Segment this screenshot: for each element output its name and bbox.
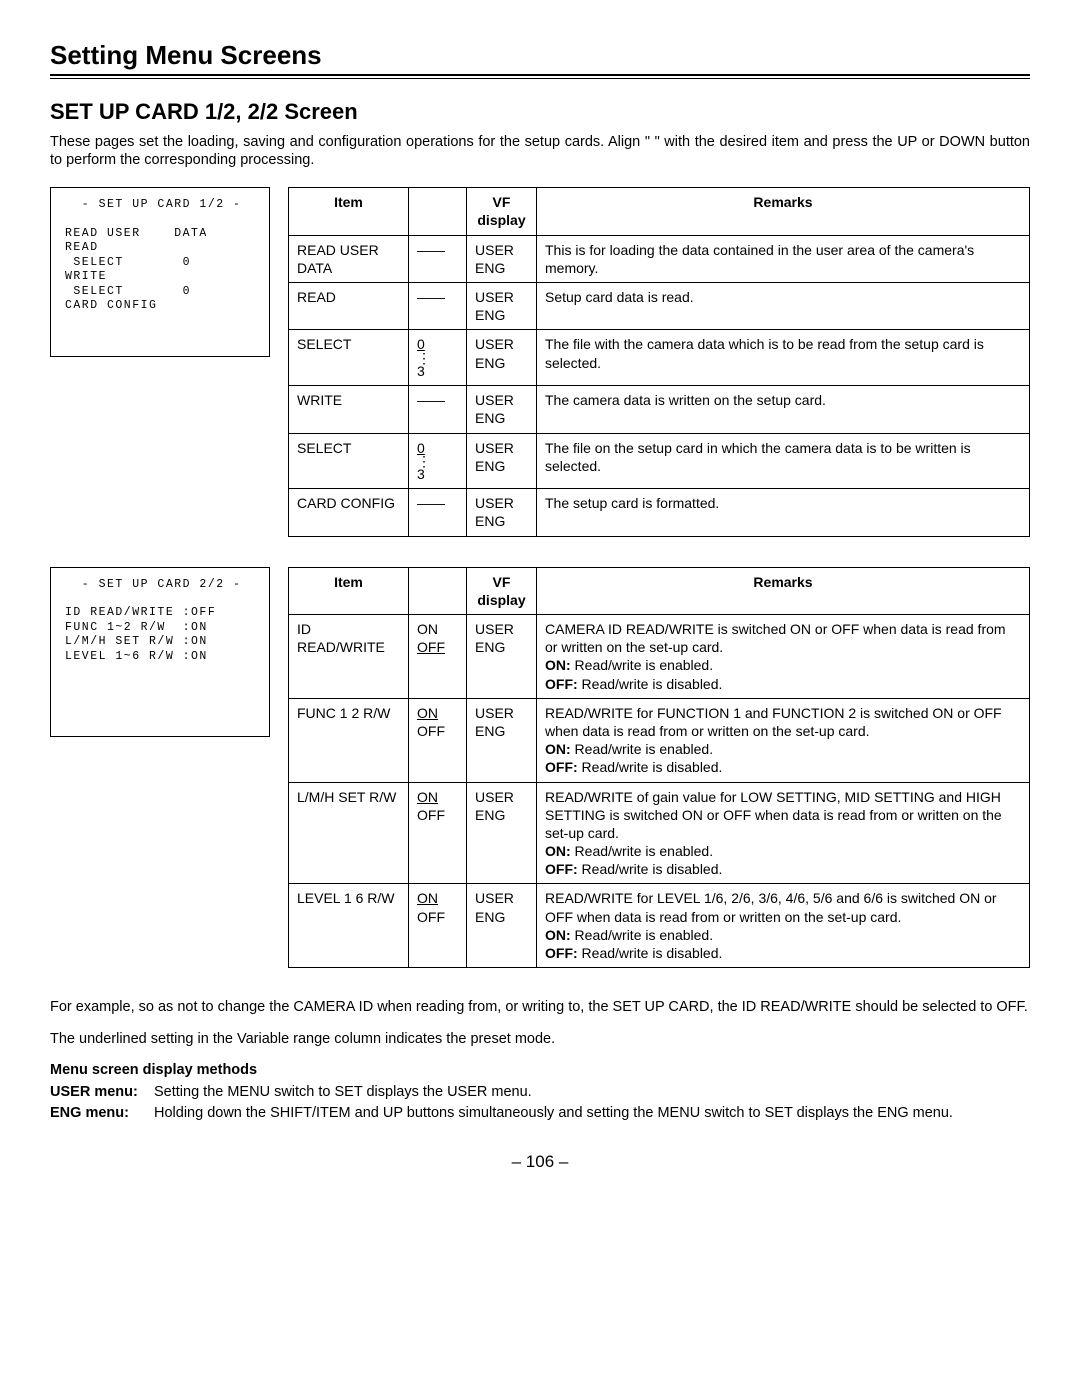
page-number: – 106 – [50, 1152, 1030, 1172]
table-row: LEVEL 1 6 R/WONOFFUSERENGREAD/WRITE for … [289, 884, 1030, 968]
main-title: Setting Menu Screens [50, 40, 1030, 71]
table-row: FUNC 1 2 R/WONOFFUSERENGREAD/WRITE for F… [289, 698, 1030, 782]
footer-notes: For example, so as not to change the CAM… [50, 998, 1030, 1124]
cell-remarks: The file with the camera data which is t… [537, 330, 1030, 386]
table-row: CARD CONFIG——USERENGThe setup card is fo… [289, 489, 1030, 536]
table-row: SELECT0⋮3USERENGThe file with the camera… [289, 330, 1030, 386]
cell-vf-display: USERENG [467, 235, 537, 282]
cell-vf-display: USERENG [467, 884, 537, 968]
cell-variable: 0⋮3 [409, 433, 467, 489]
cell-vf-display: USERENG [467, 782, 537, 884]
cell-item: L/M/H SET R/W [289, 782, 409, 884]
cell-vf-display: USERENG [467, 489, 537, 536]
cell-variable: ONOFF [409, 884, 467, 968]
th-var [409, 567, 467, 614]
th-vf: VF display [467, 567, 537, 614]
th-vf: VF display [467, 188, 537, 235]
th-item: Item [289, 188, 409, 235]
cell-item: SELECT [289, 433, 409, 489]
cell-variable: 0⋮3 [409, 330, 467, 386]
cell-vf-display: USERENG [467, 283, 537, 330]
cell-variable: —— [409, 283, 467, 330]
cell-remarks: READ/WRITE of gain value for LOW SETTING… [537, 782, 1030, 884]
cell-variable: ONOFF [409, 782, 467, 884]
cell-remarks: READ/WRITE for FUNCTION 1 and FUNCTION 2… [537, 698, 1030, 782]
eng-menu-label: ENG menu: [50, 1104, 154, 1124]
table-2: Item VF display Remarks ID READ/WRITEONO… [288, 567, 1030, 969]
cell-item: LEVEL 1 6 R/W [289, 884, 409, 968]
menu-methods-title: Menu screen display methods [50, 1061, 1030, 1081]
th-remarks: Remarks [537, 188, 1030, 235]
cell-item: READ USER DATA [289, 235, 409, 282]
cell-variable: ONOFF [409, 698, 467, 782]
cell-item: FUNC 1 2 R/W [289, 698, 409, 782]
cell-vf-display: USERENG [467, 433, 537, 489]
th-remarks: Remarks [537, 567, 1030, 614]
cell-remarks: READ/WRITE for LEVEL 1/6, 2/6, 3/6, 4/6,… [537, 884, 1030, 968]
table-row: READ USER DATA——USERENGThis is for loadi… [289, 235, 1030, 282]
cell-item: CARD CONFIG [289, 489, 409, 536]
user-menu-text: Setting the MENU switch to SET displays … [154, 1083, 1030, 1103]
eng-menu-text: Holding down the SHIFT/ITEM and UP butto… [154, 1104, 1030, 1124]
table-row: SELECT0⋮3USERENGThe file on the setup ca… [289, 433, 1030, 489]
cell-vf-display: USERENG [467, 386, 537, 433]
cell-item: READ [289, 283, 409, 330]
title-underline [50, 74, 1030, 79]
th-item: Item [289, 567, 409, 614]
th-var [409, 188, 467, 235]
sub-title: SET UP CARD 1/2, 2/2 Screen [50, 99, 1030, 125]
cell-item: WRITE [289, 386, 409, 433]
cell-remarks: Setup card data is read. [537, 283, 1030, 330]
cell-variable: —— [409, 489, 467, 536]
cell-remarks: The camera data is written on the setup … [537, 386, 1030, 433]
cell-remarks: The file on the setup card in which the … [537, 433, 1030, 489]
cell-item: ID READ/WRITE [289, 615, 409, 699]
cell-remarks: This is for loading the data contained i… [537, 235, 1030, 282]
intro-text: These pages set the loading, saving and … [50, 133, 1030, 169]
section-card-2: - SET UP CARD 2/2 - ID READ/WRITE :OFF F… [50, 567, 1030, 969]
footer-underline-note: The underlined setting in the Variable r… [50, 1030, 1030, 1050]
cell-variable: ONOFF [409, 615, 467, 699]
screen-box-1: - SET UP CARD 1/2 - READ USER DATA READ … [50, 187, 270, 357]
footer-example: For example, so as not to change the CAM… [50, 998, 1030, 1018]
table-row: L/M/H SET R/WONOFFUSERENGREAD/WRITE of g… [289, 782, 1030, 884]
table-row: READ——USERENGSetup card data is read. [289, 283, 1030, 330]
cell-vf-display: USERENG [467, 330, 537, 386]
cell-item: SELECT [289, 330, 409, 386]
section-card-1: - SET UP CARD 1/2 - READ USER DATA READ … [50, 187, 1030, 536]
cell-remarks: The setup card is formatted. [537, 489, 1030, 536]
screen-box-2: - SET UP CARD 2/2 - ID READ/WRITE :OFF F… [50, 567, 270, 737]
cell-variable: —— [409, 386, 467, 433]
cell-vf-display: USERENG [467, 698, 537, 782]
cell-remarks: CAMERA ID READ/WRITE is switched ON or O… [537, 615, 1030, 699]
table-row: ID READ/WRITEONOFFUSERENGCAMERA ID READ/… [289, 615, 1030, 699]
user-menu-label: USER menu: [50, 1083, 154, 1103]
table-1: Item VF display Remarks READ USER DATA——… [288, 187, 1030, 536]
cell-variable: —— [409, 235, 467, 282]
cell-vf-display: USERENG [467, 615, 537, 699]
table-row: WRITE——USERENGThe camera data is written… [289, 386, 1030, 433]
